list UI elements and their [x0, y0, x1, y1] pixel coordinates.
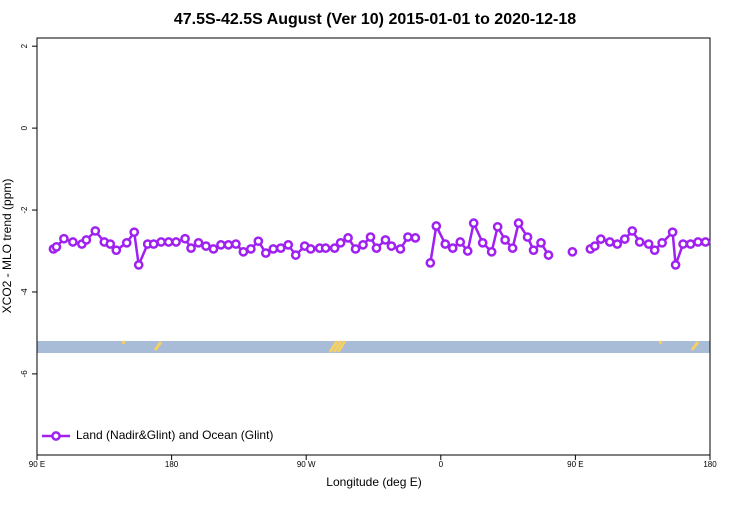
data-point [358, 240, 368, 250]
data-point [268, 244, 279, 254]
data-point [543, 250, 554, 260]
data-point [121, 237, 132, 248]
data-point [595, 234, 606, 244]
data-point [208, 244, 219, 254]
data-point [395, 244, 406, 254]
x-tick-label: 0 [439, 460, 444, 469]
data-point [693, 237, 703, 247]
x-tick-label: 90 W [297, 460, 316, 469]
x-tick-label: 180 [165, 460, 179, 469]
data-point [657, 237, 667, 248]
x-tick-label: 180 [703, 460, 717, 469]
data-point [320, 243, 331, 253]
data-point [643, 239, 654, 249]
data-point [612, 239, 623, 249]
data-point [371, 243, 382, 253]
y-tick-label: -6 [20, 370, 29, 378]
data-point [68, 237, 78, 247]
data-point [380, 235, 391, 245]
y-axis-label: XCO2 - MLO trend (ppm) [0, 179, 14, 314]
data-point [619, 234, 630, 244]
data-point [59, 233, 69, 244]
data-point [567, 246, 578, 257]
data-point [486, 246, 497, 257]
ocean-strip [37, 341, 710, 353]
x-tick-label: 90 E [29, 460, 45, 469]
data-point [180, 233, 190, 244]
data-point [507, 243, 518, 253]
data-point [528, 245, 539, 256]
data-point [111, 245, 122, 256]
data-point [447, 243, 458, 253]
data-point [81, 235, 92, 245]
chart-title: 47.5S-42.5S August (Ver 10) 2015-01-01 t… [174, 11, 576, 28]
data-point [477, 237, 488, 248]
data-point [193, 237, 204, 248]
y-tick-label: -2 [20, 206, 29, 214]
data-point [627, 226, 638, 236]
data-point [253, 236, 264, 247]
data-point [51, 242, 62, 252]
surface-strip [37, 340, 710, 353]
data-point [410, 233, 421, 243]
data-point [700, 237, 711, 247]
data-point [156, 237, 166, 247]
y-tick-label: 0 [20, 125, 29, 130]
data-point [129, 227, 140, 238]
data-point [649, 245, 660, 256]
data-point [163, 237, 174, 247]
data-point [260, 248, 271, 258]
data-point [403, 232, 413, 242]
data-point [455, 237, 466, 247]
data-point [201, 241, 211, 251]
data-point [133, 260, 144, 270]
data-point [678, 239, 688, 249]
data-point [343, 233, 353, 243]
data-point [105, 239, 116, 249]
data-point [685, 239, 696, 249]
data-point [171, 237, 181, 247]
data-point [492, 221, 503, 232]
y-tick-label: 2 [20, 43, 29, 48]
plot-frame [36, 37, 711, 456]
data-point [148, 239, 159, 249]
data-point [365, 232, 376, 242]
data-point [604, 237, 615, 247]
data-point [386, 241, 397, 251]
data-point [500, 235, 510, 245]
data-point [522, 232, 533, 242]
data-point [275, 243, 286, 253]
data-point [431, 221, 442, 231]
data-point [223, 240, 234, 250]
data-point [90, 226, 101, 236]
data-point [440, 239, 451, 249]
data-point [634, 237, 645, 247]
data-point [238, 246, 249, 257]
data-point [216, 240, 226, 250]
data-point [589, 241, 600, 251]
data-point [329, 243, 340, 253]
x-axis-label: Longitude (deg E) [326, 475, 421, 489]
y-tick-label: -4 [20, 288, 29, 296]
data-point [305, 244, 316, 254]
land-marks [121, 340, 700, 353]
data-point [513, 218, 524, 229]
data-point [667, 227, 678, 238]
data-point [468, 218, 479, 229]
data-point [670, 260, 681, 270]
data-point [335, 237, 346, 248]
data-point [536, 237, 546, 248]
data-point [462, 246, 473, 256]
data-point [246, 244, 256, 254]
legend-marker [51, 431, 61, 441]
x-tick-label: 90 E [567, 460, 583, 469]
data-point [290, 250, 301, 260]
data-point [350, 244, 361, 254]
legend-label: Land (Nadir&Glint) and Ocean (Glint) [76, 428, 273, 442]
data-point [231, 239, 241, 249]
data-point [283, 240, 294, 250]
data-point [186, 243, 196, 253]
data-point [425, 258, 436, 268]
